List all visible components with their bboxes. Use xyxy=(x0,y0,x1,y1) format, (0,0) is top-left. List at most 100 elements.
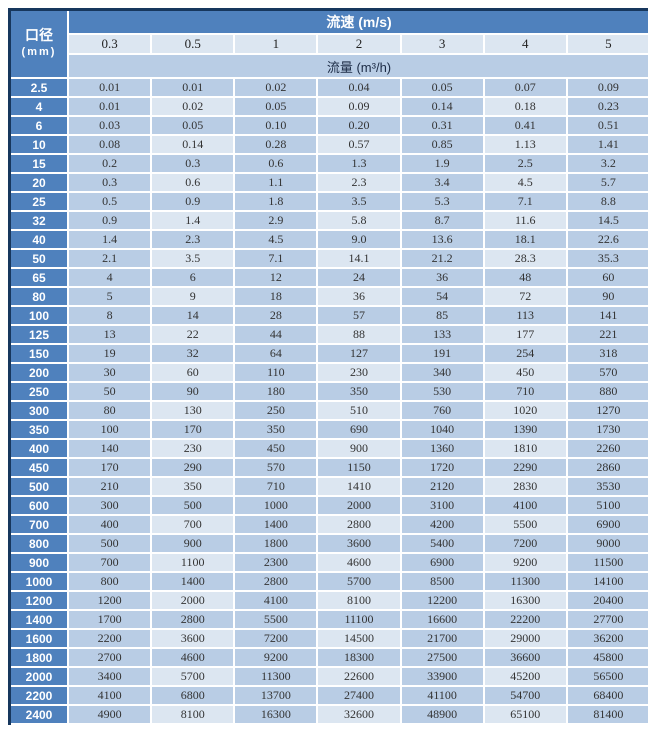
table-row: 400 140 230 450 900 1360 1810 2260 xyxy=(11,440,648,457)
flow-value-cell: 18300 xyxy=(318,649,400,666)
table-row: 32 0.9 1.4 2.9 5.8 8.7 11.6 14.5 xyxy=(11,212,648,229)
flow-value-cell: 7.1 xyxy=(484,193,566,210)
velocity-value-header: 1 xyxy=(235,35,317,53)
flow-value-cell: 22200 xyxy=(484,611,566,628)
velocity-value-header: 2 xyxy=(318,35,400,53)
flow-value-cell: 0.9 xyxy=(152,193,234,210)
flow-value-cell: 12200 xyxy=(401,592,483,609)
flow-value-cell: 1100 xyxy=(152,554,234,571)
diameter-cell: 1600 xyxy=(11,630,67,647)
flow-value-cell: 9200 xyxy=(484,554,566,571)
diameter-cell: 900 xyxy=(11,554,67,571)
diameter-cell: 20 xyxy=(11,174,67,191)
velocity-value-header: 3 xyxy=(401,35,483,53)
flow-value-cell: 0.18 xyxy=(484,98,566,115)
table-row: 200 30 60 110 230 340 450 570 xyxy=(11,364,648,381)
table-row: 50 2.1 3.5 7.1 14.1 21.2 28.3 35.3 xyxy=(11,250,648,267)
flow-value-cell: 0.01 xyxy=(69,98,151,115)
diameter-cell: 200 xyxy=(11,364,67,381)
flow-value-cell: 3.2 xyxy=(567,155,648,172)
flow-value-cell: 36600 xyxy=(484,649,566,666)
flow-value-cell: 3.4 xyxy=(401,174,483,191)
flow-value-cell: 450 xyxy=(484,364,566,381)
flow-value-cell: 110 xyxy=(235,364,317,381)
table-row: 600 300 500 1000 2000 3100 4100 5100 xyxy=(11,497,648,514)
flow-value-cell: 1.13 xyxy=(484,136,566,153)
table-row: 1800 2700 4600 9200 18300 27500 36600 45800 xyxy=(11,649,648,666)
flow-value-cell: 2290 xyxy=(484,459,566,476)
table-row: 1600 2200 3600 7200 14500 21700 29000 36200 xyxy=(11,630,648,647)
flow-value-cell: 0.3 xyxy=(152,155,234,172)
flow-value-cell: 48900 xyxy=(401,706,483,723)
table-body: 2.5 0.01 0.01 0.02 0.04 0.05 0.07 0.09 4 0.01 0.02… xyxy=(11,79,648,723)
flow-value-cell: 21.2 xyxy=(401,250,483,267)
flow-value-cell: 14 xyxy=(152,307,234,324)
flow-value-cell: 880 xyxy=(567,383,648,400)
diameter-cell: 2.5 xyxy=(11,79,67,96)
flow-value-cell: 4100 xyxy=(484,497,566,514)
diameter-cell: 600 xyxy=(11,497,67,514)
flow-value-cell: 2.5 xyxy=(484,155,566,172)
flow-value-cell: 13.6 xyxy=(401,231,483,248)
flow-value-cell: 1040 xyxy=(401,421,483,438)
flow-value-cell: 500 xyxy=(152,497,234,514)
flow-value-cell: 530 xyxy=(401,383,483,400)
flow-value-cell: 11300 xyxy=(235,668,317,685)
flow-value-cell: 16300 xyxy=(235,706,317,723)
diameter-cell: 25 xyxy=(11,193,67,210)
flow-value-cell: 340 xyxy=(401,364,483,381)
flow-value-cell: 28.3 xyxy=(484,250,566,267)
diameter-cell: 700 xyxy=(11,516,67,533)
table-row: 10 0.08 0.14 0.28 0.57 0.85 1.13 1.41 xyxy=(11,136,648,153)
flow-rate-table-container: 口径 (mm) 流速 (m/s) 0.3 0.5 1 2 3 4 5 流量 (m… xyxy=(8,8,648,725)
flow-value-cell: 54 xyxy=(401,288,483,305)
flow-value-cell: 0.51 xyxy=(567,117,648,134)
flow-value-cell: 510 xyxy=(318,402,400,419)
flow-value-cell: 1.4 xyxy=(69,231,151,248)
flow-value-cell: 9 xyxy=(152,288,234,305)
flow-value-cell: 27700 xyxy=(567,611,648,628)
flow-value-cell: 36 xyxy=(401,269,483,286)
flow-value-cell: 11.6 xyxy=(484,212,566,229)
flow-value-cell: 5.8 xyxy=(318,212,400,229)
flow-value-cell: 16300 xyxy=(484,592,566,609)
flow-value-cell: 2200 xyxy=(69,630,151,647)
flow-value-cell: 2000 xyxy=(152,592,234,609)
flow-value-cell: 1400 xyxy=(152,573,234,590)
flow-value-cell: 4 xyxy=(69,269,151,286)
table-row: 80 5 9 18 36 54 72 90 xyxy=(11,288,648,305)
flow-value-cell: 3.5 xyxy=(318,193,400,210)
flow-value-cell: 5400 xyxy=(401,535,483,552)
flow-value-cell: 64 xyxy=(235,345,317,362)
flow-value-cell: 0.5 xyxy=(69,193,151,210)
flow-value-cell: 170 xyxy=(69,459,151,476)
flow-unit-header: 流量 (m³/h) xyxy=(69,55,648,77)
flow-value-cell: 0.28 xyxy=(235,136,317,153)
flow-value-cell: 1.8 xyxy=(235,193,317,210)
flow-value-cell: 3.5 xyxy=(152,250,234,267)
flow-value-cell: 48 xyxy=(484,269,566,286)
flow-value-cell: 350 xyxy=(318,383,400,400)
flow-value-cell: 44 xyxy=(235,326,317,343)
diameter-cell: 800 xyxy=(11,535,67,552)
flow-value-cell: 19 xyxy=(69,345,151,362)
flow-value-cell: 1810 xyxy=(484,440,566,457)
flow-value-cell: 0.85 xyxy=(401,136,483,153)
flow-value-cell: 900 xyxy=(318,440,400,457)
flow-value-cell: 2.3 xyxy=(152,231,234,248)
flow-value-cell: 4900 xyxy=(69,706,151,723)
flow-value-cell: 27500 xyxy=(401,649,483,666)
flow-value-cell: 0.14 xyxy=(152,136,234,153)
diameter-cell: 450 xyxy=(11,459,67,476)
diameter-cell: 6 xyxy=(11,117,67,134)
flow-value-cell: 100 xyxy=(69,421,151,438)
flow-value-cell: 250 xyxy=(235,402,317,419)
flow-value-cell: 2260 xyxy=(567,440,648,457)
flow-value-cell: 4600 xyxy=(318,554,400,571)
flow-value-cell: 760 xyxy=(401,402,483,419)
flow-value-cell: 7200 xyxy=(235,630,317,647)
flow-value-cell: 8100 xyxy=(318,592,400,609)
flow-value-cell: 32 xyxy=(152,345,234,362)
flow-value-cell: 0.31 xyxy=(401,117,483,134)
diameter-cell: 4 xyxy=(11,98,67,115)
